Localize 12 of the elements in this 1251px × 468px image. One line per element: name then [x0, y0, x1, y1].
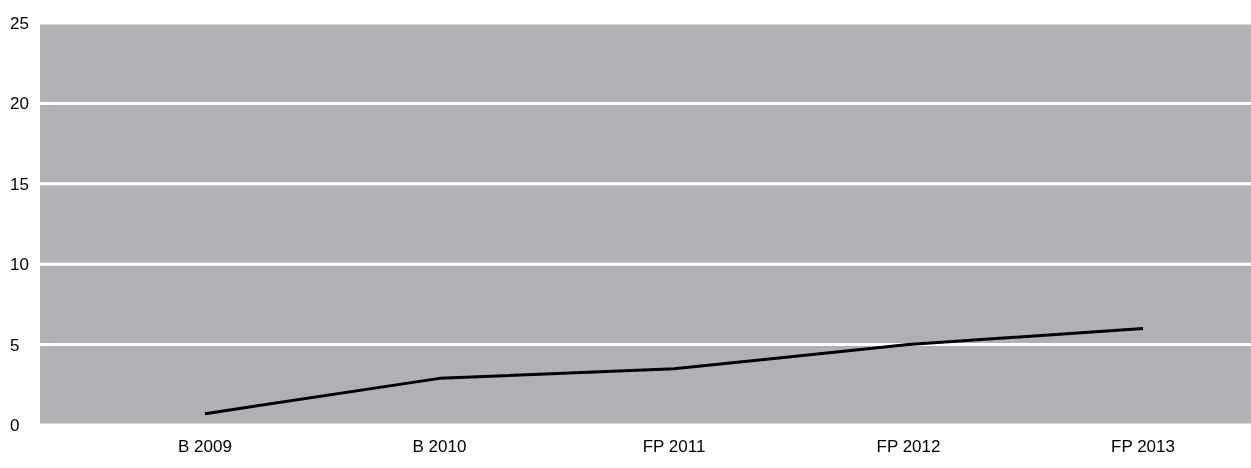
y-tick-label: 0: [10, 415, 20, 435]
line-series: [203, 327, 1145, 416]
x-tick-label: FP 2011: [642, 437, 706, 456]
y-tick-label: 10: [10, 255, 29, 275]
y-tick-label: 15: [10, 174, 29, 194]
x-tick-label: FP 2013: [1111, 437, 1175, 456]
y-tick-label: 5: [10, 335, 20, 355]
x-tick-label: FP 2012: [876, 437, 941, 456]
y-tick-label: 25: [10, 13, 29, 33]
x-tick-label: B 2009: [178, 437, 232, 456]
x-tick-label: B 2010: [412, 437, 467, 456]
y-tick-label: 20: [10, 94, 29, 114]
